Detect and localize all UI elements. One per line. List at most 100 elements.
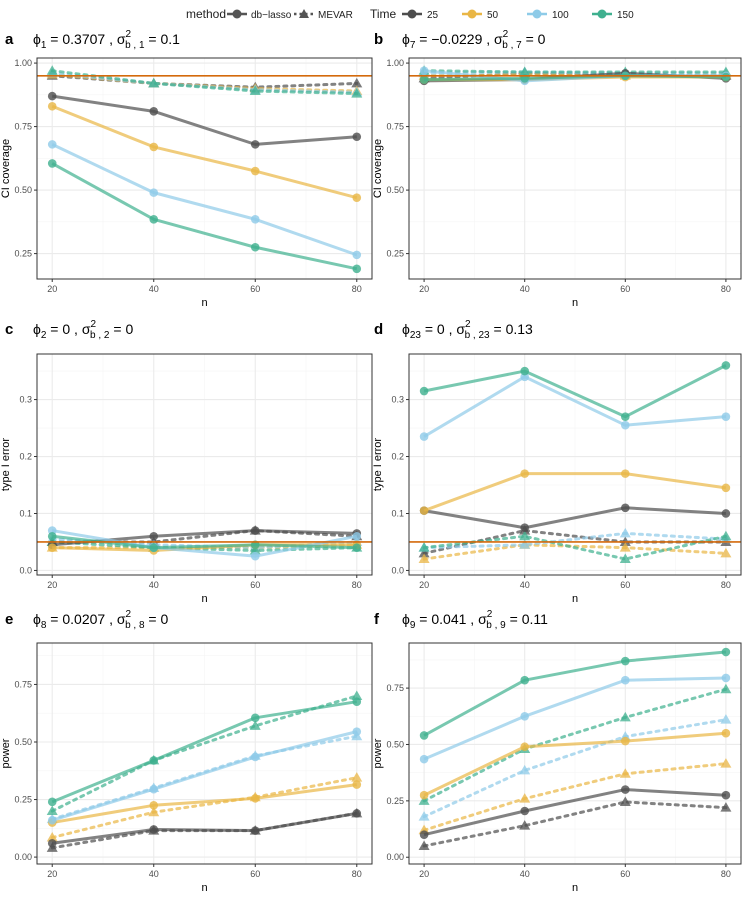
panel-border: [408, 642, 742, 865]
x-tick-label: 80: [352, 284, 362, 294]
legend-key-circle: [232, 9, 242, 19]
data-point-triangle: [720, 547, 732, 558]
y-tick-label: 0.25: [386, 249, 404, 259]
x-tick-label: 80: [352, 580, 362, 590]
x-tick-label: 80: [721, 284, 731, 294]
data-point-circle: [149, 107, 159, 116]
legend-key-circle: [467, 9, 477, 19]
data-point-triangle: [619, 796, 631, 806]
x-axis-label: n: [201, 882, 207, 894]
data-point-triangle: [519, 764, 531, 775]
series-line: [51, 104, 358, 200]
series-dblasso-t50: [419, 728, 731, 800]
data-point-circle: [352, 193, 362, 203]
series-dblasso-t25: [47, 809, 362, 848]
data-point-circle: [721, 673, 731, 683]
data-point-circle: [250, 551, 260, 561]
data-point-circle: [621, 503, 630, 513]
data-point-circle: [520, 711, 529, 721]
panel-tag: c: [5, 321, 13, 338]
series-line: [52, 94, 357, 146]
series-dblasso-t25: [419, 785, 731, 839]
panel-d: d ϕ23 = 0 , σ2 b , 23 = 0.13 20 40 60 80 0.0 0.1…: [372, 319, 742, 605]
series-line: [423, 364, 727, 419]
data-point-circle: [149, 543, 159, 552]
panel-c: c ϕ2 = 0 , σ2 b , 2 = 0 20 40 60 80 0.0 0.1 0.2 0.…: [0, 319, 373, 605]
data-point-circle: [250, 713, 260, 723]
x-tick-label: 40: [149, 869, 159, 879]
x-tick-label: 60: [250, 284, 260, 294]
data-point-circle: [419, 75, 429, 84]
data-point-triangle: [418, 811, 430, 821]
data-point-triangle: [351, 88, 363, 98]
data-point-circle: [352, 264, 362, 274]
data-point-triangle: [249, 720, 261, 730]
series-line: [423, 506, 726, 530]
series-line: [423, 731, 727, 797]
data-point-circle: [520, 469, 529, 478]
panel-border: [408, 57, 742, 280]
data-point-triangle: [148, 77, 160, 88]
series-line: [423, 650, 727, 737]
data-point-circle: [352, 780, 362, 789]
panel-tag: b: [374, 31, 383, 48]
data-point-circle: [520, 523, 529, 533]
x-tick-label: 40: [520, 869, 530, 879]
series-line: [422, 687, 728, 803]
y-axis-label: CI coverage: [0, 139, 12, 198]
data-point-circle: [721, 728, 731, 738]
y-tick-label: 0.2: [391, 452, 404, 462]
data-point-circle: [47, 91, 57, 101]
data-point-circle: [149, 188, 159, 197]
data-point-triangle: [720, 530, 732, 541]
panel-b: b ϕ7 = −0.0229 , σ2 b , 7 = 0 20 40 60 80 0.25 0…: [372, 29, 742, 309]
y-tick-label: 0.75: [386, 122, 404, 132]
data-point-circle: [621, 420, 630, 430]
data-point-triangle: [46, 65, 58, 75]
series-dblasso-t150: [419, 361, 731, 421]
data-point-circle: [250, 215, 260, 224]
series-line: [423, 676, 726, 761]
data-point-triangle: [519, 530, 531, 541]
data-point-triangle: [351, 772, 363, 782]
data-point-circle: [47, 101, 57, 111]
series-dblasso-t50: [47, 101, 362, 203]
data-point-circle: [419, 432, 429, 441]
panel-border: [36, 57, 373, 280]
data-point-circle: [352, 250, 362, 260]
data-point-circle: [149, 825, 159, 834]
series-line: [423, 375, 727, 438]
data-point-circle: [721, 790, 731, 800]
data-point-triangle: [148, 806, 160, 817]
data-point-circle: [47, 815, 57, 825]
data-point-circle: [352, 809, 362, 818]
data-point-circle: [621, 656, 630, 666]
x-tick-label: 60: [620, 284, 630, 294]
data-point-circle: [250, 166, 260, 176]
data-point-circle: [419, 731, 429, 740]
data-point-circle: [419, 386, 429, 396]
series-line: [422, 718, 728, 819]
data-point-circle: [721, 412, 731, 421]
legend-key-circle: [407, 9, 417, 19]
x-tick-label: 20: [419, 869, 429, 879]
x-axis-label: n: [572, 593, 578, 605]
data-point-triangle: [720, 683, 732, 694]
data-point-triangle: [519, 66, 531, 76]
series-line: [51, 143, 358, 257]
panel-title: ϕ7 = −0.0229 , σ2 b , 7 = 0: [402, 29, 546, 51]
data-point-triangle: [249, 85, 261, 96]
data-point-circle: [520, 366, 529, 376]
data-point-circle: [352, 132, 362, 142]
series-dblasso-t25: [47, 91, 362, 149]
data-point-triangle: [418, 553, 430, 564]
series-line: [423, 472, 727, 513]
data-point-triangle: [720, 758, 732, 768]
data-point-triangle: [418, 795, 430, 805]
y-tick-label: 0.1: [19, 508, 32, 518]
series-line: [422, 800, 728, 848]
data-point-circle: [621, 736, 630, 746]
data-point-triangle: [619, 553, 631, 564]
panel-f: f ϕ9 = 0.041 , σ2 b , 9 = 0.11 20 40 60 80 0.00…: [372, 609, 742, 894]
data-point-triangle: [418, 840, 430, 850]
